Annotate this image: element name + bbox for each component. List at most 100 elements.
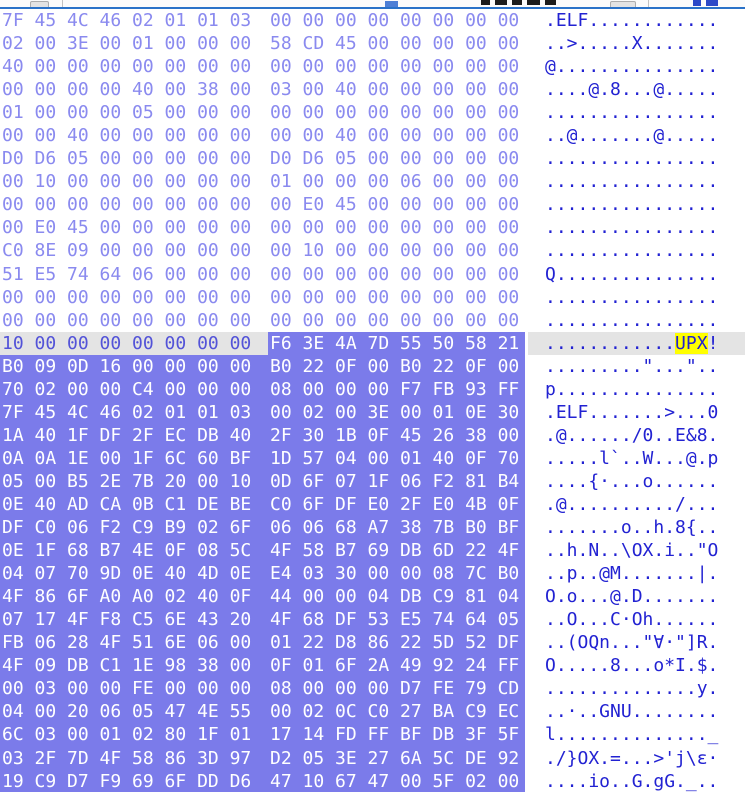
hex-bytes-right[interactable]: 06 06 68 A7 38 7B B0 BF — [270, 517, 520, 539]
hex-bytes-right[interactable]: 00 00 00 00 00 00 00 00 — [270, 309, 520, 331]
hex-bytes-pane[interactable]: D0 D6 05 00 00 00 00 00 D0 D6 05 00 00 00… — [0, 147, 525, 170]
hex-bytes-right[interactable]: 00 02 00 3E 00 01 0E 30 — [270, 401, 520, 423]
ascii-column[interactable]: ................ — [545, 171, 719, 193]
hex-bytes-pane[interactable]: 0A 0A 1E 00 1F 6C 60 BF 1D 57 04 00 01 40… — [0, 446, 525, 470]
hex-bytes-left[interactable]: 00 00 00 00 00 00 00 00 — [2, 309, 252, 331]
ascii-column[interactable]: ..@.......@..... — [545, 125, 719, 147]
ascii-column[interactable]: ................ — [545, 102, 719, 124]
hex-bytes-left[interactable]: 00 00 40 00 00 00 00 00 — [2, 125, 252, 147]
ascii-column[interactable]: .@........../... — [545, 493, 719, 515]
hex-bytes-pane[interactable]: 19 C9 D7 F9 69 6F DD D6 47 10 67 47 00 5F… — [0, 769, 525, 792]
hex-bytes-pane[interactable]: 10 00 00 00 00 00 00 00 F6 3E 4A 7D 55 50… — [0, 331, 525, 355]
hex-bytes-left[interactable]: 4F 09 DB C1 1E 98 38 00 — [2, 655, 252, 677]
hex-bytes-pane[interactable]: 00 00 00 00 00 00 00 00 00 E0 45 00 00 00… — [0, 193, 525, 216]
hex-bytes-right[interactable]: 01 22 D8 86 22 5D 52 DF — [270, 632, 520, 654]
hex-bytes-right[interactable]: 01 00 00 00 06 00 00 00 — [270, 171, 520, 193]
ascii-column[interactable]: ................ — [545, 217, 719, 239]
hex-bytes-pane[interactable]: 70 02 00 00 C4 00 00 00 08 00 00 00 F7 FB… — [0, 377, 525, 401]
hex-bytes-pane[interactable]: 0E 1F 68 B7 4E 0F 08 5C 4F 58 B7 69 DB 6D… — [0, 539, 525, 563]
ascii-column[interactable]: ................ — [545, 286, 719, 308]
hex-bytes-pane[interactable]: 01 00 00 00 05 00 00 00 00 00 00 00 00 00… — [0, 101, 525, 124]
hex-bytes-right[interactable]: B0 22 0F 00 B0 22 0F 00 — [270, 355, 520, 377]
ascii-column[interactable]: .@....../0..E&8. — [545, 424, 719, 446]
hex-bytes-right[interactable]: 00 00 00 00 00 00 00 00 — [270, 102, 520, 124]
ascii-column[interactable]: .ELF.......>...0 — [545, 401, 719, 423]
hex-bytes-right[interactable]: 00 E0 45 00 00 00 00 00 — [270, 194, 520, 216]
hex-bytes-left[interactable]: 19 C9 D7 F9 69 6F DD D6 — [2, 770, 252, 792]
ascii-column[interactable]: .ELF............ — [545, 10, 719, 31]
ascii-column[interactable]: ................ — [545, 309, 719, 331]
hex-bytes-left[interactable]: DF C0 06 F2 C9 B9 02 6F — [2, 517, 252, 539]
ascii-column[interactable]: ..·..GNU........ — [545, 701, 719, 723]
hex-bytes-left[interactable]: 00 00 00 00 40 00 38 00 — [2, 79, 252, 101]
ascii-column[interactable]: ....io..G.gG._.. — [545, 770, 719, 792]
toolbar-blue-icon[interactable] — [693, 0, 701, 6]
hex-bytes-right[interactable]: 0D 6F 07 1F 06 F2 81 B4 — [270, 470, 520, 492]
hex-bytes-pane[interactable]: 04 07 70 9D 0E 40 4D 0E E4 03 30 00 00 08… — [0, 562, 525, 586]
hex-bytes-pane[interactable]: 4F 09 DB C1 1E 98 38 00 0F 01 6F 2A 49 92… — [0, 654, 525, 678]
hex-bytes-left[interactable]: FB 06 28 4F 51 6E 06 00 — [2, 632, 252, 654]
hex-bytes-pane[interactable]: 7F 45 4C 46 02 01 01 03 00 00 00 00 00 00… — [0, 9, 525, 32]
hex-bytes-pane[interactable]: 00 00 00 00 00 00 00 00 00 00 00 00 00 00… — [0, 309, 525, 332]
hex-bytes-left[interactable]: 7F 45 4C 46 02 01 01 03 — [2, 10, 252, 31]
hex-bytes-pane[interactable]: 00 00 00 00 00 00 00 00 00 00 00 00 00 00… — [0, 286, 525, 309]
hex-bytes-left[interactable]: 6C 03 00 01 02 80 1F 01 — [2, 724, 252, 746]
hex-bytes-right[interactable]: 2F 30 1B 0F 45 26 38 00 — [270, 424, 520, 446]
ascii-column[interactable]: O.o...@.D....... — [545, 586, 719, 608]
ascii-column[interactable]: ........."...".. — [545, 355, 719, 377]
hex-bytes-left[interactable]: 07 17 4F F8 C5 6E 43 20 — [2, 609, 252, 631]
hex-bytes-pane[interactable]: 07 17 4F F8 C5 6E 43 20 4F 68 DF 53 E5 74… — [0, 608, 525, 632]
hex-bytes-left[interactable]: 00 00 00 00 00 00 00 00 — [2, 194, 252, 216]
hex-bytes-pane[interactable]: 05 00 B5 2E 7B 20 00 10 0D 6F 07 1F 06 F2… — [0, 469, 525, 493]
hex-bytes-pane[interactable]: 02 00 3E 00 01 00 00 00 58 CD 45 00 00 00… — [0, 32, 525, 55]
ascii-column[interactable]: p............... — [545, 378, 719, 400]
hex-bytes-pane[interactable]: FB 06 28 4F 51 6E 06 00 01 22 D8 86 22 5D… — [0, 631, 525, 655]
hex-bytes-pane[interactable]: C0 8E 09 00 00 00 00 00 00 10 00 00 00 00… — [0, 239, 525, 262]
ascii-column[interactable]: ............UPX! — [528, 331, 745, 355]
hex-bytes-left[interactable]: 0A 0A 1E 00 1F 6C 60 BF — [2, 447, 252, 469]
ascii-column[interactable]: ................ — [545, 194, 719, 216]
hex-bytes-right[interactable]: 00 10 00 00 00 00 00 00 — [270, 240, 520, 262]
hex-bytes-left[interactable]: D0 D6 05 00 00 00 00 00 — [2, 148, 252, 170]
hex-bytes-left[interactable]: 10 00 00 00 00 00 00 00 — [2, 332, 252, 354]
hex-bytes-right[interactable]: 4F 68 DF 53 E5 74 64 05 — [270, 609, 520, 631]
hex-bytes-right[interactable]: E4 03 30 00 00 08 7C B0 — [270, 563, 520, 585]
hex-bytes-left[interactable]: 00 03 00 00 FE 00 00 00 — [2, 678, 252, 700]
hex-bytes-left[interactable]: B0 09 0D 16 00 00 00 00 — [2, 355, 252, 377]
ascii-column[interactable]: l.............._ — [545, 724, 719, 746]
ascii-column[interactable]: ..(OQn..."∀·"]R. — [545, 632, 719, 654]
hex-bytes-pane[interactable]: 00 03 00 00 FE 00 00 00 08 00 00 00 D7 FE… — [0, 677, 525, 701]
hex-bytes-pane[interactable]: 7F 45 4C 46 02 01 01 03 00 02 00 3E 00 01… — [0, 400, 525, 424]
ascii-column[interactable]: ..p..@M.......|. — [545, 563, 719, 585]
ascii-column[interactable]: O.....8...o*I.$. — [545, 655, 719, 677]
hex-bytes-pane[interactable]: 4F 86 6F A0 A0 02 40 0F 44 00 00 04 DB C9… — [0, 585, 525, 609]
ascii-column[interactable]: ..>.....X....... — [545, 33, 719, 55]
hex-bytes-pane[interactable]: 40 00 00 00 00 00 00 00 00 00 00 00 00 00… — [0, 55, 525, 78]
hex-bytes-left[interactable]: 51 E5 74 64 06 00 00 00 — [2, 263, 252, 285]
hex-bytes-right[interactable]: 1D 57 04 00 01 40 0F 70 — [270, 447, 520, 469]
hex-bytes-left[interactable]: 00 E0 45 00 00 00 00 00 — [2, 217, 252, 239]
hex-bytes-left[interactable]: 05 00 B5 2E 7B 20 00 10 — [2, 470, 252, 492]
hex-bytes-pane[interactable]: 04 00 20 06 05 47 4E 55 00 02 0C C0 27 BA… — [0, 700, 525, 724]
hex-bytes-left[interactable]: 40 00 00 00 00 00 00 00 — [2, 56, 252, 78]
hex-bytes-left[interactable]: C0 8E 09 00 00 00 00 00 — [2, 240, 252, 262]
ascii-column[interactable]: ..............y. — [545, 678, 719, 700]
ascii-column[interactable]: ..h.N..\OX.i.."O — [545, 540, 719, 562]
hex-bytes-right[interactable]: 44 00 00 04 DB C9 81 04 — [270, 586, 520, 608]
hex-bytes-right[interactable]: D2 05 3E 27 6A 5C DE 92 — [270, 747, 520, 769]
hex-bytes-right[interactable]: 58 CD 45 00 00 00 00 00 — [270, 33, 520, 55]
ascii-column[interactable]: ....@.8...@..... — [545, 79, 719, 101]
ascii-column[interactable]: ................ — [545, 240, 719, 262]
address-chip-icon[interactable] — [385, 1, 398, 7]
ascii-column[interactable]: ................ — [545, 148, 719, 170]
hex-bytes-left[interactable]: 03 2F 7D 4F 58 86 3D 97 — [2, 747, 252, 769]
hex-bytes-pane[interactable]: DF C0 06 F2 C9 B9 02 6F 06 06 68 A7 38 7B… — [0, 516, 525, 540]
hex-bytes-left[interactable]: 7F 45 4C 46 02 01 01 03 — [2, 401, 252, 423]
ascii-column[interactable]: ..O...C·Oh...... — [545, 609, 719, 631]
hex-bytes-left[interactable]: 02 00 3E 00 01 00 00 00 — [2, 33, 252, 55]
hex-bytes-right[interactable]: 08 00 00 00 D7 FE 79 CD — [270, 678, 520, 700]
hex-bytes-pane[interactable]: 6C 03 00 01 02 80 1F 01 17 14 FD FF BF DB… — [0, 723, 525, 747]
hex-bytes-pane[interactable]: 00 00 40 00 00 00 00 00 00 00 40 00 00 00… — [0, 124, 525, 147]
hex-bytes-right[interactable]: 00 00 00 00 00 00 00 00 — [270, 263, 520, 285]
ascii-column[interactable]: ./}OX.=...>'j\ε· — [545, 747, 719, 769]
